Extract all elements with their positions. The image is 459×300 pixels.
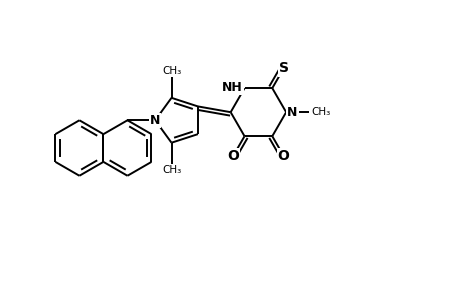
- Text: O: O: [277, 149, 289, 163]
- Text: CH₃: CH₃: [310, 107, 330, 117]
- Text: CH₃: CH₃: [162, 66, 181, 76]
- Text: CH₃: CH₃: [162, 164, 181, 175]
- Text: NH: NH: [221, 81, 242, 94]
- Text: S: S: [278, 61, 288, 76]
- Text: N: N: [150, 114, 160, 127]
- Text: O: O: [227, 149, 239, 163]
- Text: N: N: [286, 106, 297, 119]
